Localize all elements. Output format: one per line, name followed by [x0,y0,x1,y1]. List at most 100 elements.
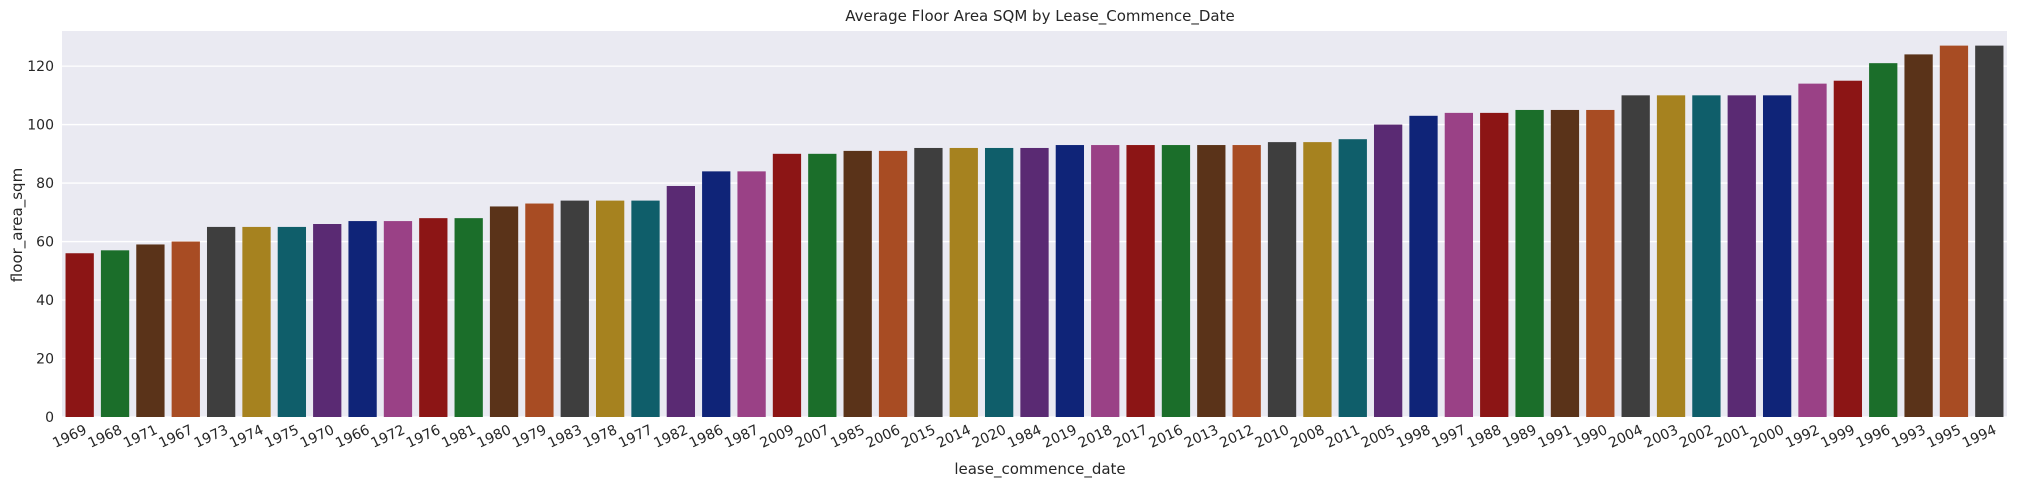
x-tick-label: 1974 [227,422,266,452]
bar-2018 [1091,145,1120,417]
y-axis-label: floor_area_sqm [8,168,27,282]
x-tick-label: 1989 [1500,422,1539,452]
x-tick-label: 1972 [369,422,408,452]
bar-2000 [1762,95,1792,417]
bar-2009 [772,153,802,417]
bar-2012 [1232,145,1261,417]
bar-1988 [1480,112,1509,417]
x-tick-label: 1966 [333,422,372,452]
x-tick-label: 1986 [687,422,726,452]
bar-1985 [843,150,872,418]
x-tick-label: 1990 [1571,422,1610,452]
x-tick-label: 1968 [86,422,125,452]
y-tick-label: 100 [27,118,54,134]
x-tick-label: 1994 [1960,422,1999,452]
x-tick-label: 1978 [581,422,620,452]
bar-2008 [1303,142,1332,417]
bar-1977 [631,200,660,417]
bar-1981 [454,218,483,417]
bar-2006 [878,150,908,418]
bar-1978 [595,200,625,417]
x-tick-label: 1981 [439,422,478,452]
x-tick-label: 2009 [758,422,797,452]
x-tick-label: 2007 [793,422,832,452]
bar-1997 [1444,112,1474,417]
x-tick-label: 2005 [1359,422,1398,452]
y-tick-label: 20 [36,352,54,368]
y-tick-label: 40 [36,293,54,309]
x-tick-label: 1973 [192,422,231,452]
bar-2003 [1656,95,1686,417]
bar-1993 [1904,54,1933,417]
bar-2019 [1055,145,1085,417]
x-tick-label: 2004 [1606,422,1645,452]
x-tick-label: 2019 [1040,422,1079,452]
x-axis-label: lease_commence_date [954,460,1125,479]
bar-1972 [383,221,413,417]
x-tick-label: 2020 [970,422,1009,452]
chart-title: Average Floor Area SQM by Lease_Commence… [845,7,1234,26]
x-tick-label: 2013 [1182,422,1221,452]
bar-1991 [1550,109,1580,418]
bar-1995 [1939,45,1969,417]
x-tick-label: 2010 [1253,422,1292,452]
x-tick-label: 1979 [510,422,549,452]
x-tick-label: 2003 [1642,422,1681,452]
bar-1975 [277,226,307,417]
x-tick-label: 2018 [1076,422,1115,452]
x-tick-label: 2000 [1748,422,1787,452]
bar-1999 [1833,80,1863,417]
x-tick-label: 1976 [404,422,443,452]
bar-1979 [525,203,554,417]
bars [65,45,2004,418]
bar-2005 [1373,124,1403,418]
bar-1980 [489,206,519,417]
x-tick-label: 2008 [1288,422,1327,452]
bar-1982 [666,185,696,417]
bar-1969 [65,253,94,417]
x-tick-label: 1991 [1536,422,1575,452]
y-tick-label: 60 [36,235,54,251]
bar-1974 [242,226,271,417]
x-tick-label: 1988 [1465,422,1504,452]
x-tick-label: 1970 [298,422,337,452]
x-tick-label: 1969 [50,422,89,452]
bar-1989 [1515,109,1544,418]
x-tick-label: 1967 [156,422,195,452]
x-tick-label: 1977 [616,422,655,452]
x-tick-label: 2006 [864,422,903,452]
x-tick-label: 1998 [1394,422,1433,452]
bar-2014 [949,147,978,417]
bar-2007 [808,153,837,417]
bar-2010 [1267,142,1297,417]
x-tick-label: 1995 [1925,422,1964,452]
x-axis-ticks: 1969196819711967197319741975197019661972… [50,422,1999,452]
bar-1970 [313,224,342,417]
bar-2001 [1727,95,1756,417]
bar-1994 [1975,45,2004,417]
bar-1983 [560,200,589,417]
x-tick-label: 1984 [1005,422,1044,452]
bar-2002 [1692,95,1721,417]
x-tick-label: 1982 [651,422,690,452]
x-tick-label: 1997 [1429,422,1468,452]
bar-1992 [1798,83,1827,418]
bar-2011 [1338,139,1367,418]
y-axis-ticks: 0 20 40 60 80 100 120 [27,59,54,426]
x-tick-label: 1996 [1854,422,1893,452]
bar-1986 [702,171,731,417]
x-tick-label: 1985 [828,422,867,452]
bar-1987 [737,171,766,417]
x-tick-label: 2015 [899,422,938,452]
x-tick-label: 1987 [722,422,761,452]
bar-1976 [419,218,448,417]
y-tick-label: 0 [45,410,54,426]
x-tick-label: 1992 [1783,422,1822,452]
bar-2017 [1126,145,1155,417]
y-tick-label: 80 [36,176,54,192]
y-tick-label: 120 [27,59,54,75]
bar-1998 [1409,115,1438,417]
x-tick-label: 2012 [1217,422,1256,452]
